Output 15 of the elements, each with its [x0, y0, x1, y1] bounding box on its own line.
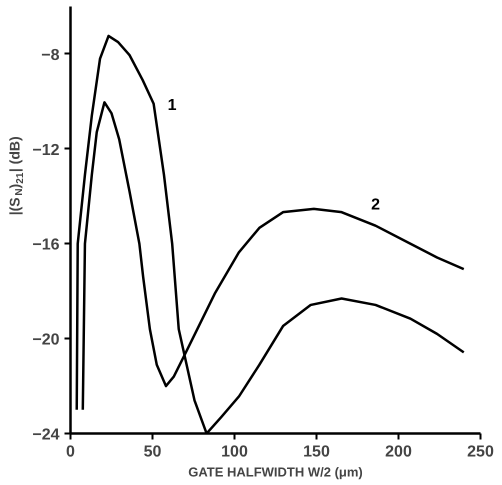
x-tick-label: 50 [144, 444, 162, 460]
y-tick-label: −12 [32, 142, 60, 159]
series-label: 1 [168, 96, 177, 114]
y-tick-label: −8 [41, 46, 60, 64]
x-tick-label: 100 [221, 444, 248, 460]
y-axis-title: |(SN)21| (dB) [6, 136, 26, 216]
y-tick-label: −24 [32, 426, 60, 444]
x-tick-label: 250 [467, 444, 494, 460]
x-axis-title: GATE HALFWIDTH W/2 (μm) [188, 464, 363, 480]
x-tick-label: 0 [66, 444, 76, 460]
x-tick-label: 150 [303, 444, 330, 460]
y-tick-label: −20 [32, 332, 60, 349]
series-label: 2 [371, 196, 380, 214]
x-tick-label: 200 [385, 444, 412, 460]
y-tick-label: −16 [32, 236, 60, 254]
